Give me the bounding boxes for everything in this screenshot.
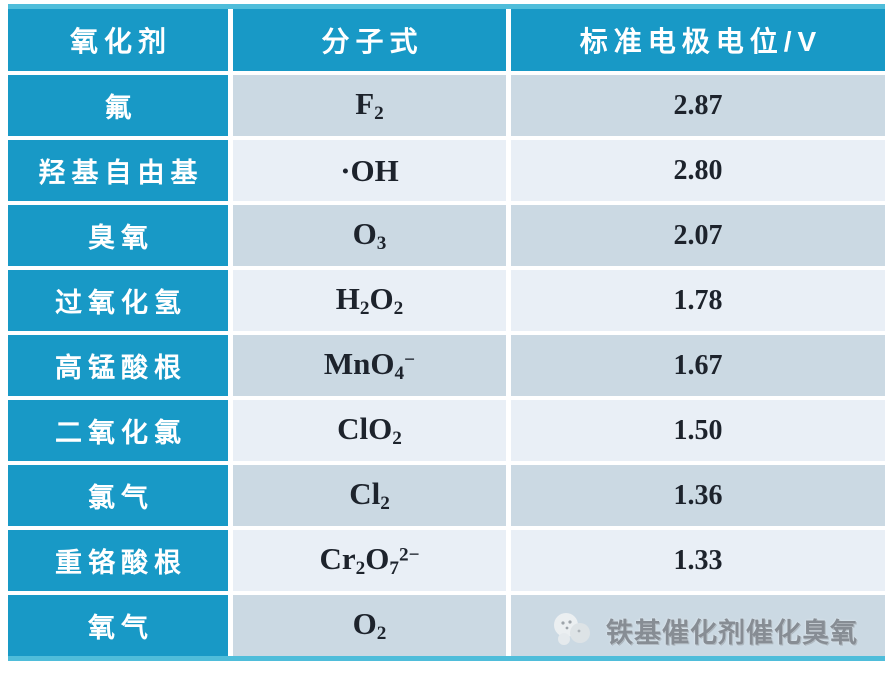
potential-cell: 1.67 xyxy=(511,335,885,396)
oxidant-cell: 氟 xyxy=(8,75,228,136)
formula-cell: Cr2O72− xyxy=(233,530,506,591)
formula-text: ·OH xyxy=(340,152,399,188)
oxidant-cell: 臭氧 xyxy=(8,205,228,266)
formula-text: O3 xyxy=(352,216,387,254)
header-oxidant-label: 氧化剂 xyxy=(69,26,172,57)
formula-cell: H2O2 xyxy=(233,270,506,331)
oxidant-cell: 高锰酸根 xyxy=(8,335,228,396)
potential-value: 1.36 xyxy=(673,479,723,511)
oxidant-cell: 过氧化氢 xyxy=(8,270,228,331)
formula-text: MnO4− xyxy=(323,346,416,384)
potential-cell: 1.36 xyxy=(511,465,885,526)
potential-value: 1.78 xyxy=(673,284,723,316)
formula-cell: MnO4− xyxy=(233,335,506,396)
potential-cell: 2.07 xyxy=(511,205,885,266)
watermark-text: 铁基催化剂催化臭氧 xyxy=(606,617,858,648)
formula-text: ClO2 xyxy=(337,411,402,449)
oxidant-cell: 二氧化氯 xyxy=(8,400,228,461)
oxidant-cell: 氧气 xyxy=(8,595,228,656)
formula-cell: ·OH xyxy=(233,140,506,201)
oxidant-label: 过氧化氢 xyxy=(55,288,187,318)
potential-cell: 1.33 xyxy=(511,530,885,591)
formula-text: Cl2 xyxy=(349,476,390,514)
header-potential: 标准电极电位/V xyxy=(511,9,885,71)
header-formula-label: 分子式 xyxy=(321,26,424,57)
oxidant-cell: 羟基自由基 xyxy=(8,140,228,201)
potential-value: 1.33 xyxy=(673,544,723,576)
cloud-mascot-icon xyxy=(554,613,590,645)
table-grid: 氧化剂 分子式 标准电极电位/V 氟 F2 2.87 羟基自由基 ·OH 2.80 臭氧 O3… xyxy=(8,9,885,656)
header-formula: 分子式 xyxy=(233,9,506,71)
potential-cell: 1.78 xyxy=(511,270,885,331)
header-potential-label: 标准电极电位/V xyxy=(579,26,823,57)
oxidant-label: 臭氧 xyxy=(88,223,154,253)
oxidant-label: 高锰酸根 xyxy=(55,353,187,383)
oxidant-label: 二氧化氯 xyxy=(55,418,187,448)
oxidant-cell: 重铬酸根 xyxy=(8,530,228,591)
potential-value: 2.87 xyxy=(673,89,723,121)
formula-text: Cr2O72− xyxy=(319,541,420,579)
header-oxidant: 氧化剂 xyxy=(8,9,228,71)
table-top-border xyxy=(8,4,885,9)
potential-value: 1.50 xyxy=(673,414,723,446)
oxidant-label: 羟基自由基 xyxy=(38,158,204,188)
formula-cell: ClO2 xyxy=(233,400,506,461)
formula-cell: O3 xyxy=(233,205,506,266)
formula-text: H2O2 xyxy=(335,281,404,319)
formula-text: O2 xyxy=(352,606,387,644)
potential-value: 2.80 xyxy=(673,154,723,186)
formula-cell: F2 xyxy=(233,75,506,136)
table-bottom-border xyxy=(8,656,885,661)
watermark: 铁基催化剂催化臭氧 xyxy=(552,606,878,654)
oxidant-label: 氧气 xyxy=(88,613,154,643)
oxidant-potential-table: 氧化剂 分子式 标准电极电位/V 氟 F2 2.87 羟基自由基 ·OH 2.80 臭氧 O3… xyxy=(8,4,885,661)
potential-cell: 2.87 xyxy=(511,75,885,136)
potential-cell: 2.80 xyxy=(511,140,885,201)
formula-cell: Cl2 xyxy=(233,465,506,526)
potential-value: 2.07 xyxy=(673,219,723,251)
formula-text: F2 xyxy=(355,86,384,124)
oxidant-cell: 氯气 xyxy=(8,465,228,526)
oxidant-label: 氯气 xyxy=(88,483,154,513)
potential-cell: 1.50 xyxy=(511,400,885,461)
oxidant-label: 重铬酸根 xyxy=(55,548,187,578)
oxidant-label: 氟 xyxy=(104,93,138,123)
formula-cell: O2 xyxy=(233,595,506,656)
potential-value: 1.67 xyxy=(673,349,723,381)
